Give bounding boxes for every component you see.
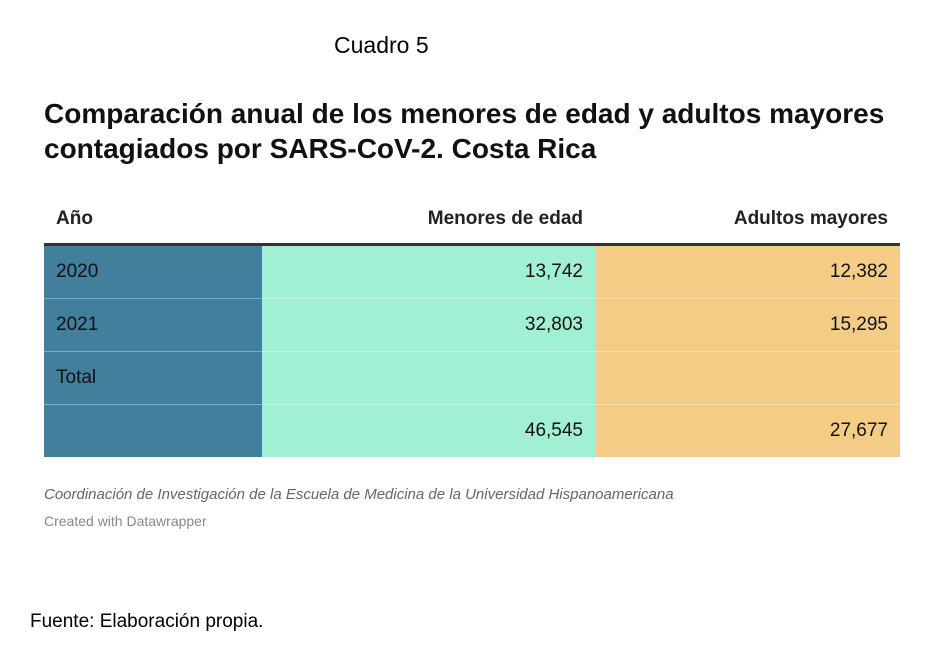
table-row: 2020 13,742 12,382 [44,244,900,299]
cell-minors: 32,803 [262,298,595,352]
cell-adults: 15,295 [595,298,900,352]
cell-adults [595,351,900,405]
cell-adults: 12,382 [595,244,900,299]
table-row: Total [44,351,900,405]
column-header-adults: Adultos mayores [595,195,900,246]
cell-year: 2020 [44,244,262,299]
cell-year: Total [44,351,262,405]
table-row: 2021 32,803 15,295 [44,298,900,352]
table-header-row: Año Menores de edad Adultos mayores [44,195,900,246]
column-header-minors: Menores de edad [262,195,595,246]
cell-year: 2021 [44,298,262,352]
cell-year [44,404,262,457]
cell-minors: 46,545 [262,404,595,457]
chart-title: Comparación anual de los menores de edad… [44,98,885,164]
data-table: Año Menores de edad Adultos mayores 2020… [44,195,900,457]
source-note: Coordinación de Investigación de la Escu… [44,486,674,503]
datawrapper-credit: Created with Datawrapper [44,513,207,529]
cell-minors: 13,742 [262,244,595,299]
caption-label: Cuadro 5 [334,32,429,58]
column-header-year: Año [44,195,262,246]
footer-source: Fuente: Elaboración propia. [30,611,264,632]
cell-minors [262,351,595,405]
table-row: 46,545 27,677 [44,404,900,457]
cell-adults: 27,677 [595,404,900,457]
